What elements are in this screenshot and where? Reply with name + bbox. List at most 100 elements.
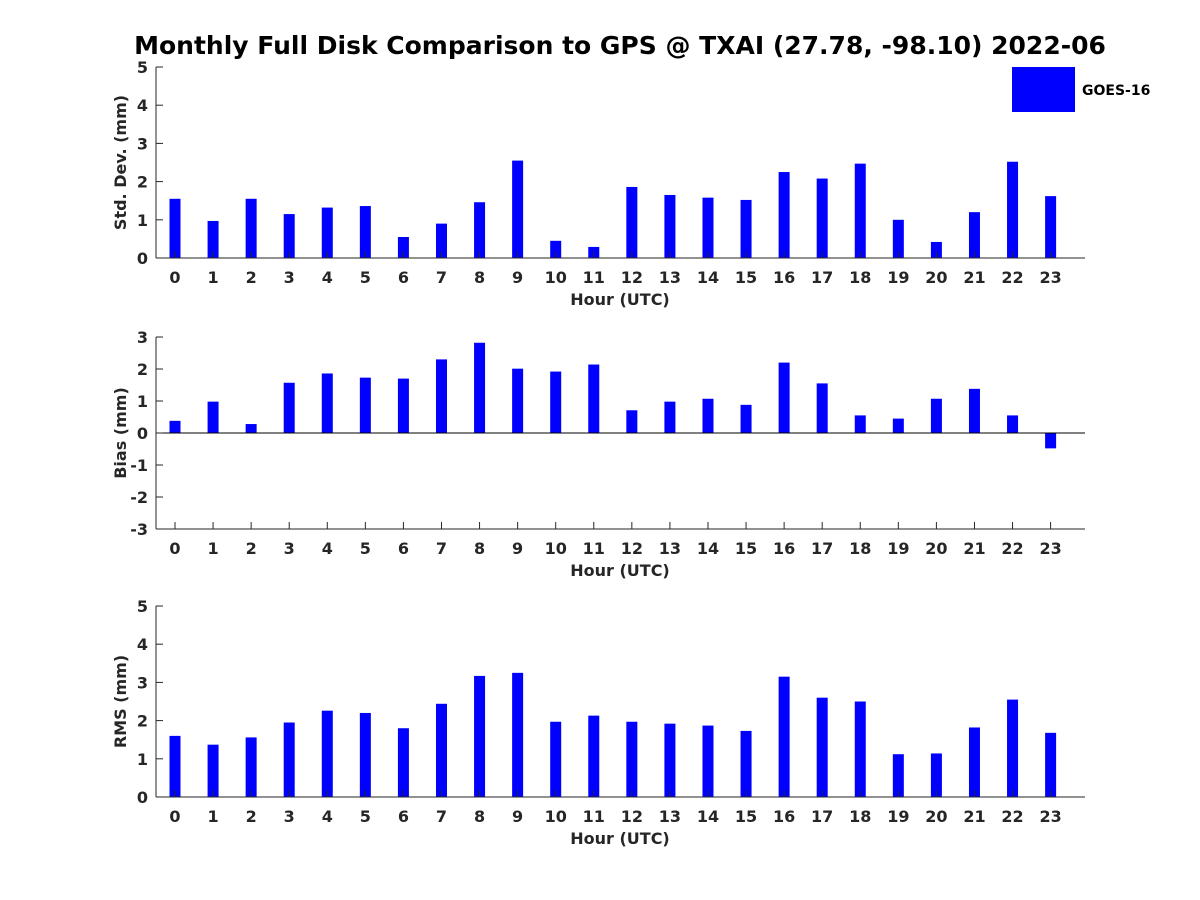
x-tick-label: 20	[925, 268, 947, 287]
bar	[968, 388, 980, 433]
bar	[626, 410, 638, 433]
x-tick-label: 20	[925, 807, 947, 826]
x-tick-label: 0	[169, 807, 180, 826]
bar	[474, 202, 486, 258]
x-tick-label: 7	[436, 539, 447, 558]
bar	[359, 712, 371, 797]
x-tick-label: 18	[849, 539, 871, 558]
x-tick-label: 5	[360, 807, 371, 826]
x-tick-label: 17	[811, 268, 833, 287]
bar	[245, 737, 257, 797]
bar	[245, 198, 257, 258]
bar	[512, 160, 524, 258]
y-tick-label: 3	[137, 328, 148, 347]
x-tick-label: 9	[512, 539, 523, 558]
bar	[397, 236, 409, 258]
bar	[474, 675, 486, 797]
bar	[169, 198, 181, 258]
bar	[854, 163, 866, 258]
bar	[1007, 415, 1019, 433]
bar	[968, 212, 980, 258]
bar	[816, 178, 828, 258]
bar	[283, 214, 295, 258]
bar	[1045, 196, 1057, 258]
x-tick-label: 16	[773, 807, 795, 826]
bar	[207, 744, 219, 797]
x-tick-label: 22	[1001, 268, 1023, 287]
bar	[283, 722, 295, 797]
y-tick-label: 0	[137, 249, 148, 268]
bar	[588, 715, 600, 797]
y-tick-label: 1	[137, 211, 148, 230]
bar	[930, 241, 942, 258]
x-tick-label: 5	[360, 539, 371, 558]
x-tick-label: 11	[583, 539, 605, 558]
x-tick-label: 10	[545, 539, 567, 558]
legend-swatch	[1012, 67, 1075, 112]
bar	[550, 240, 562, 258]
bar	[892, 418, 904, 433]
bar	[702, 725, 714, 797]
y-tick-label: -2	[130, 488, 148, 507]
bar	[283, 382, 295, 433]
x-tick-label: 16	[773, 539, 795, 558]
x-tick-label: 14	[697, 268, 719, 287]
x-axis-label: Hour (UTC)	[570, 290, 670, 309]
bar	[512, 368, 524, 433]
bar	[359, 377, 371, 433]
y-axis-label: RMS (mm)	[111, 655, 130, 748]
x-tick-label: 1	[207, 807, 218, 826]
bar	[550, 371, 562, 433]
x-tick-label: 6	[398, 807, 409, 826]
x-tick-label: 5	[360, 268, 371, 287]
y-tick-label: -3	[130, 520, 148, 539]
bar	[359, 206, 371, 258]
bar	[854, 701, 866, 797]
x-tick-label: 12	[621, 539, 643, 558]
bar	[1007, 699, 1019, 797]
y-tick-label: 4	[137, 96, 148, 115]
bar	[397, 728, 409, 797]
y-tick-label: 0	[137, 424, 148, 443]
x-tick-label: 3	[284, 807, 295, 826]
x-tick-label: 11	[583, 807, 605, 826]
x-tick-label: 17	[811, 539, 833, 558]
x-tick-label: 22	[1001, 539, 1023, 558]
bar	[169, 735, 181, 797]
x-tick-label: 10	[545, 807, 567, 826]
x-tick-label: 4	[322, 807, 333, 826]
x-tick-label: 15	[735, 539, 757, 558]
x-tick-label: 13	[659, 268, 681, 287]
x-tick-label: 3	[284, 268, 295, 287]
x-tick-label: 23	[1039, 807, 1061, 826]
x-tick-label: 12	[621, 807, 643, 826]
bar	[245, 424, 257, 433]
x-tick-label: 1	[207, 268, 218, 287]
x-tick-label: 0	[169, 539, 180, 558]
bar	[207, 220, 219, 258]
x-tick-label: 4	[322, 268, 333, 287]
y-axis-label: Std. Dev. (mm)	[111, 95, 130, 230]
x-tick-label: 6	[398, 539, 409, 558]
y-tick-label: 3	[137, 673, 148, 692]
y-tick-label: 1	[137, 392, 148, 411]
bar	[474, 342, 486, 433]
x-tick-label: 6	[398, 268, 409, 287]
bar	[854, 415, 866, 433]
bar	[1045, 433, 1057, 449]
bar	[702, 398, 714, 433]
y-tick-label: 0	[137, 788, 148, 807]
x-tick-label: 19	[887, 268, 909, 287]
x-tick-label: 11	[583, 268, 605, 287]
bar	[1045, 732, 1057, 797]
bar	[778, 172, 790, 258]
x-tick-label: 8	[474, 807, 485, 826]
y-tick-label: -1	[130, 456, 148, 475]
x-tick-label: 2	[246, 807, 257, 826]
legend: GOES-16	[1012, 67, 1150, 112]
bar	[1007, 161, 1019, 258]
x-tick-label: 20	[925, 539, 947, 558]
